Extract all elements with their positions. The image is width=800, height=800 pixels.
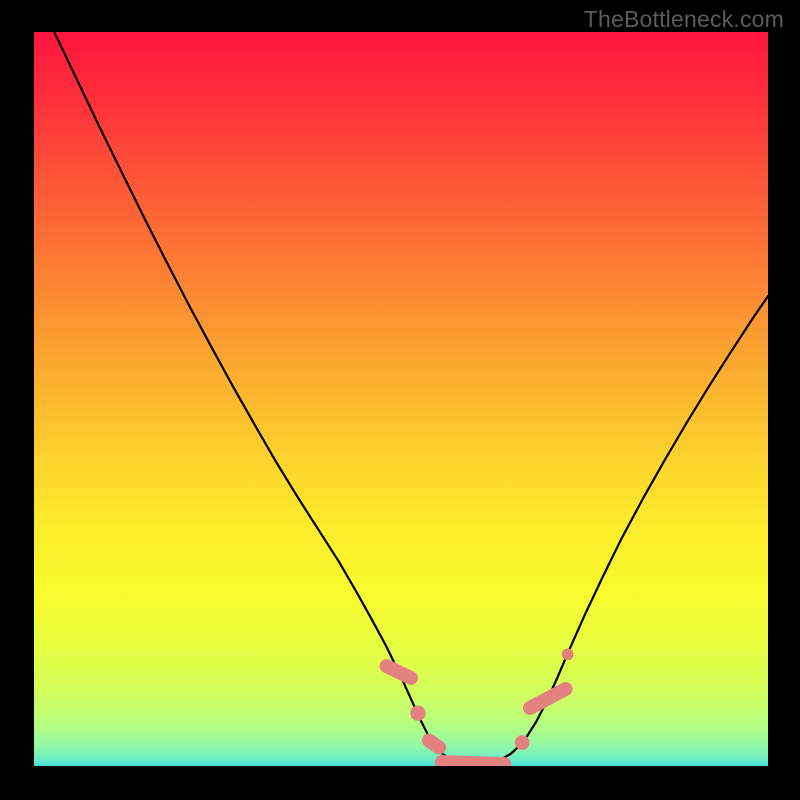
curve-marker — [515, 735, 530, 750]
curve-marker — [435, 755, 512, 772]
curve-marker — [562, 649, 574, 661]
chart-frame: TheBottleneck.com — [0, 0, 800, 800]
curve-marker — [410, 705, 425, 720]
gradient-background — [34, 32, 768, 766]
bottleneck-curve-chart — [0, 0, 800, 800]
watermark-text: TheBottleneck.com — [584, 6, 784, 33]
